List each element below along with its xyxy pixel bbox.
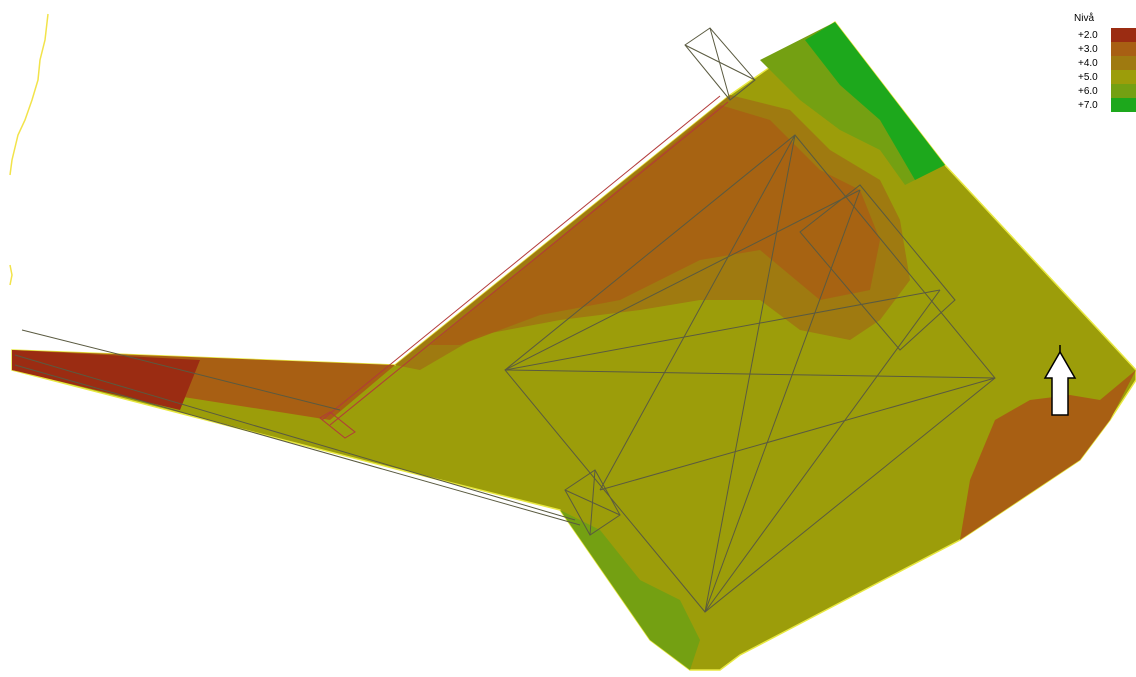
legend-swatch xyxy=(1111,42,1136,56)
terrain-area xyxy=(11,20,1136,671)
shoreline-fragment xyxy=(9,264,13,286)
lower-zone-north xyxy=(430,105,880,345)
pier-structure xyxy=(319,95,729,439)
legend-title: Nivå xyxy=(1074,13,1095,24)
legend-item-label: +5.0 xyxy=(1078,71,1098,83)
low-zone-east xyxy=(960,370,1136,540)
legend-item: +7.0 xyxy=(1068,98,1136,112)
legend-item-label: +7.0 xyxy=(1078,99,1098,111)
legend-swatch xyxy=(1111,84,1136,98)
legend-item-label: +2.0 xyxy=(1078,29,1098,41)
legend-item: +2.0 xyxy=(1068,28,1136,42)
shoreline xyxy=(9,13,49,176)
legend-item: +5.0 xyxy=(1068,70,1136,84)
legend-swatch xyxy=(1111,56,1136,70)
legend-item: +6.0 xyxy=(1068,84,1136,98)
legend-swatch xyxy=(1111,28,1136,42)
legend-swatch xyxy=(1111,70,1136,84)
highland-zone-peak xyxy=(805,22,945,180)
legend-item: +3.0 xyxy=(1068,42,1136,56)
lowest-zone-west-arm xyxy=(12,350,200,410)
structure-lines xyxy=(14,27,996,613)
legend: Nivå +2.0 +3.0 +4.0 +5.0 +6.0 +7.0 xyxy=(1068,12,1136,112)
lowland-green-zone xyxy=(560,510,700,670)
legend-item-label: +6.0 xyxy=(1078,85,1098,97)
legend-item-label: +4.0 xyxy=(1078,57,1098,69)
legend-item: +4.0 xyxy=(1068,56,1136,70)
legend-swatch xyxy=(1111,98,1136,112)
north-arrow-icon xyxy=(1043,345,1077,416)
legend-item-label: +3.0 xyxy=(1078,43,1098,55)
